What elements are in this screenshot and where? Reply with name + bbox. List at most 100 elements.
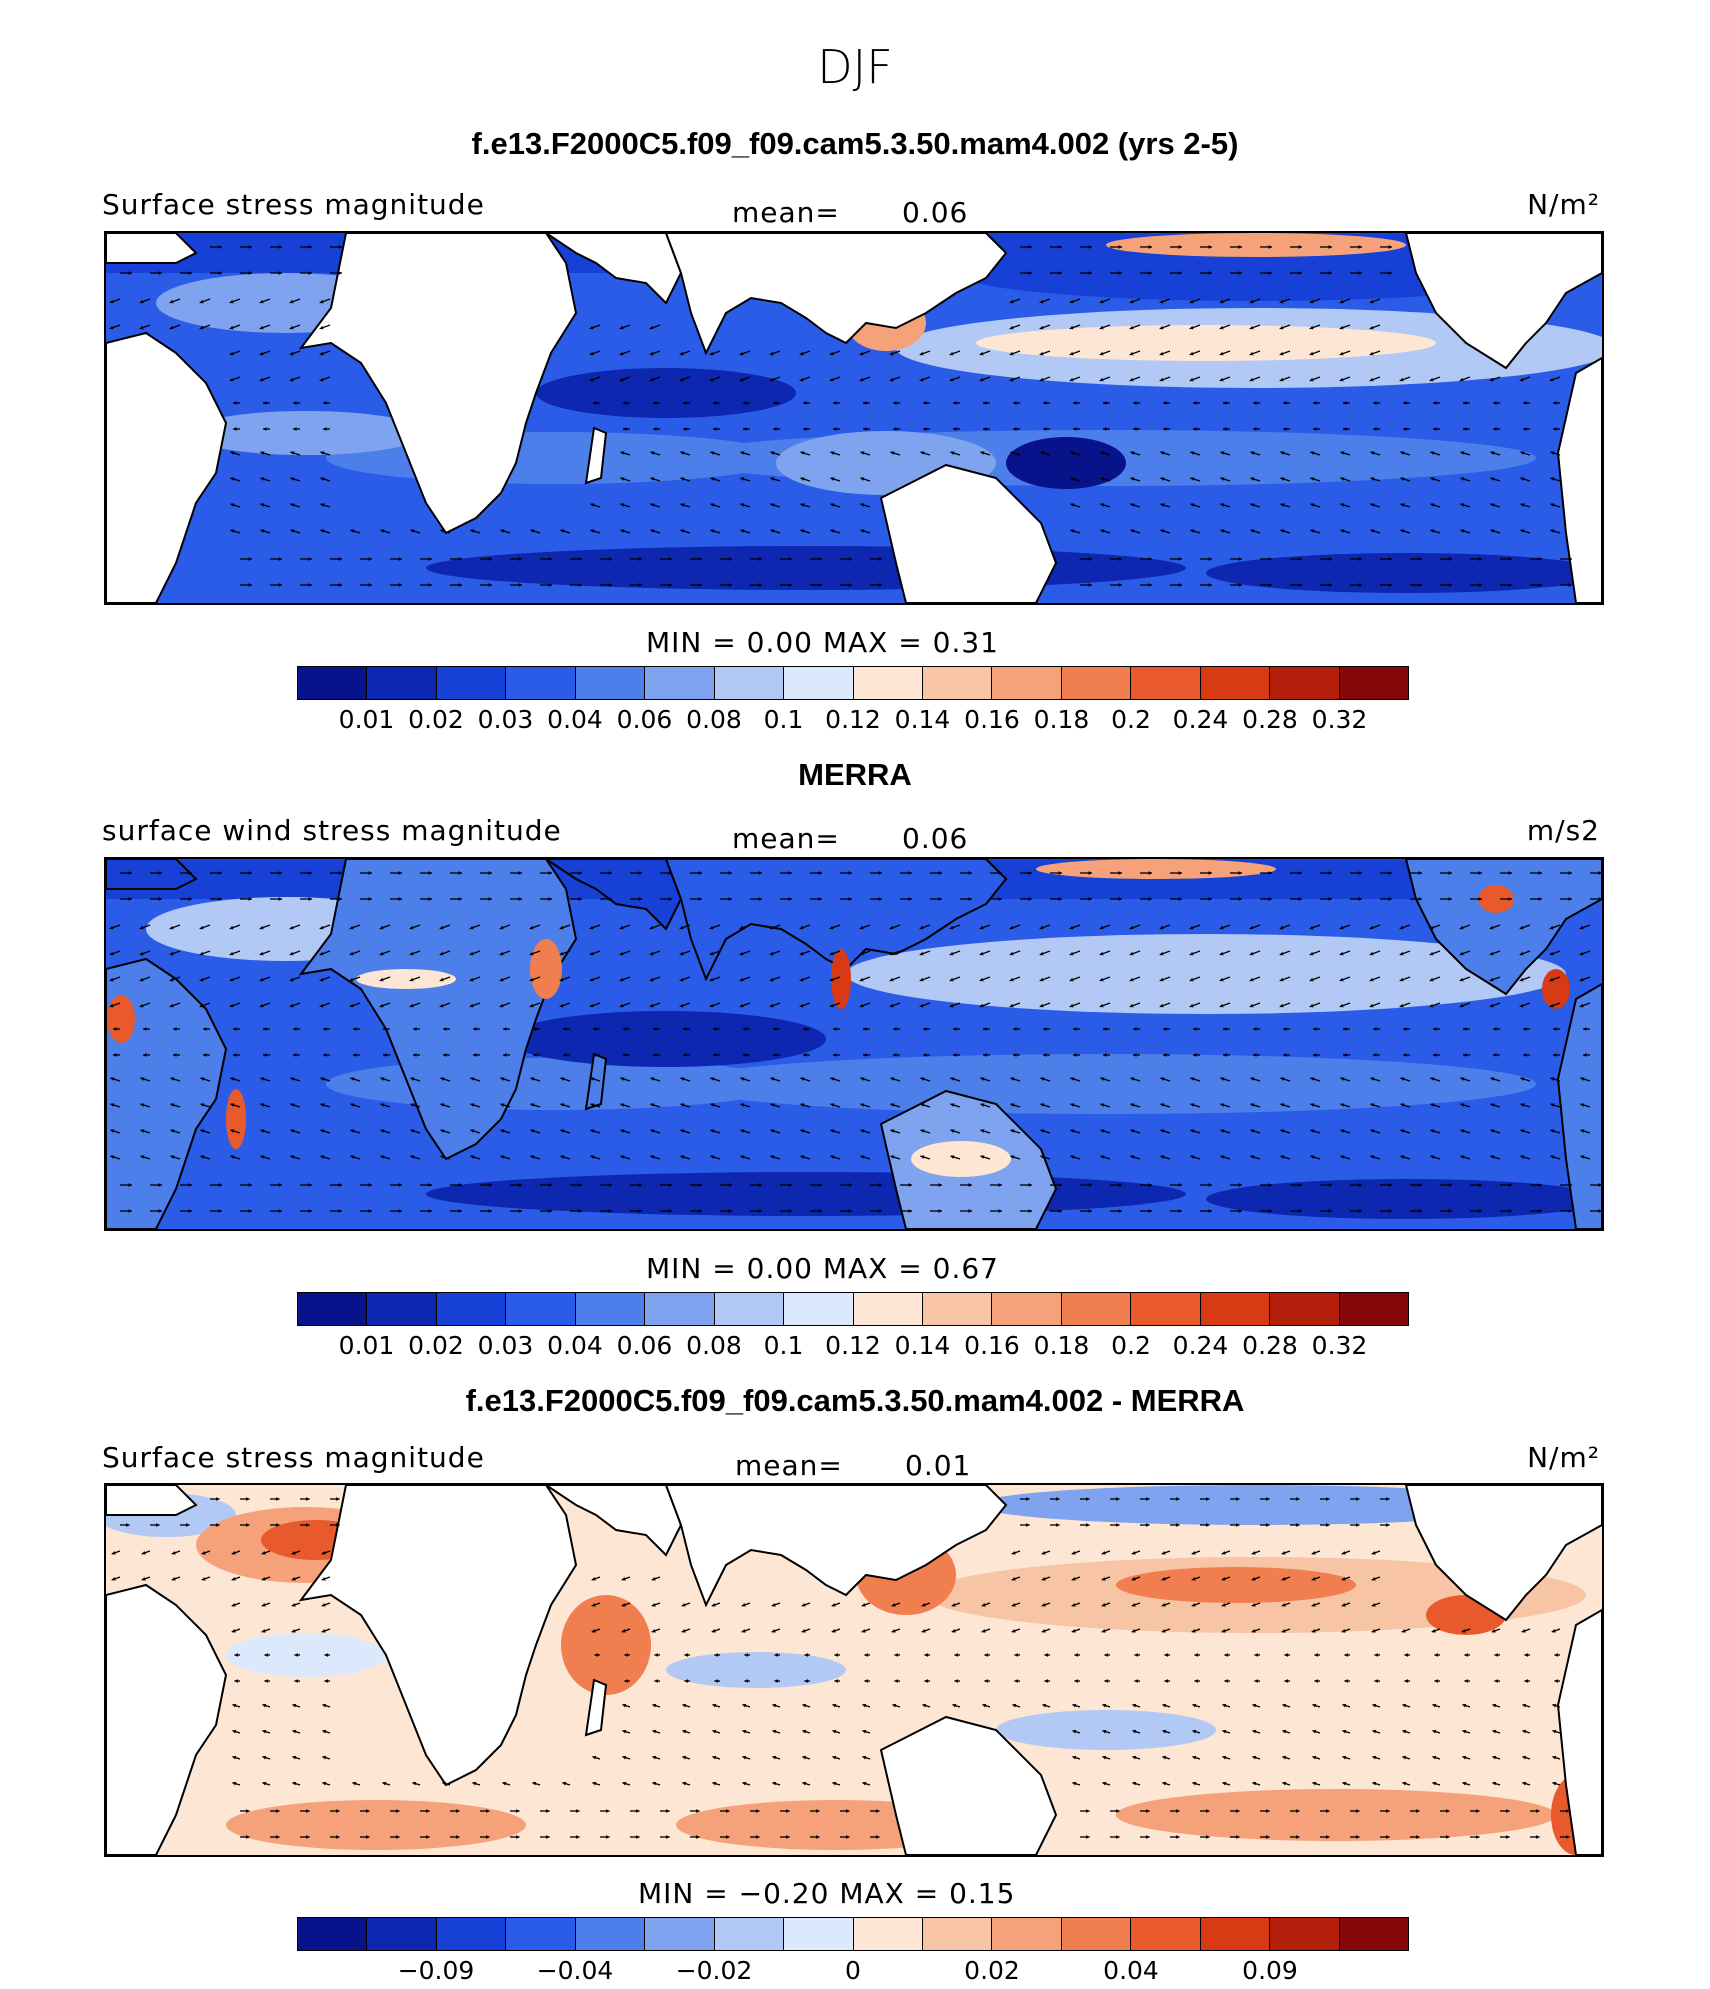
wind-vector-head [500,529,505,533]
wind-vector-head [1372,1781,1377,1786]
wind-vector-head [1418,557,1422,561]
sahel-band [356,969,456,989]
wind-vector-head [1549,977,1554,982]
wind-vector-head [1070,1129,1075,1133]
wind-vector-head [696,1809,700,1813]
wind-vector-head [799,1003,804,1008]
wind-vector-head [412,1781,417,1786]
wind-vector-head [443,1027,447,1031]
panel-2-colorbar-ticks: 0.01 0.02 0.03 0.04 0.06 0.08 0.1 0.12 0.14 0.16 0… [297,1331,1409,1363]
wind-vector-head [1373,1053,1377,1057]
wind-vector-head [770,529,775,533]
wind-vector-head [488,897,492,901]
wind-vector-head [743,401,747,405]
wind-vector-head [546,1835,550,1839]
wind-vector-head [322,1781,327,1786]
wind-vector-head [712,1755,717,1760]
wind-vector-head [1103,401,1107,405]
wind-vector-head [680,477,685,481]
wind-vector-head [982,1703,987,1708]
australia-interior [911,1141,1011,1177]
wind-vector-head [861,1629,866,1633]
wind-vector-head [1102,1755,1107,1760]
wind-vector-head [1388,557,1392,561]
wind-vector-head [1039,377,1044,382]
wind-vector-head [324,1653,328,1657]
wind-vector-head [548,897,552,901]
colorbar-swatch [1131,1918,1201,1950]
wind-vector-head [276,1809,280,1813]
colorbar-tick-label: 0.2 [1111,1331,1151,1360]
wind-vector-head [1250,1103,1255,1107]
wind-vector-head [111,1551,116,1555]
wind-vector-head [229,325,234,330]
wind-vector-head [800,1103,805,1107]
panel-3-map-svg [106,1485,1602,1855]
wind-vector-head [1088,1183,1092,1187]
wind-vector-head [1369,299,1374,304]
wind-vector-head [229,977,234,982]
wind-vector-head [1283,1053,1287,1057]
atlantic-eq-negative [226,1633,386,1677]
wind-vector-head [818,871,822,875]
wind-vector-head [876,1835,880,1839]
wind-vector-head [1238,583,1242,587]
colorbar-tick-label: 0.04 [547,1331,603,1360]
wind-vector-head [876,1809,880,1813]
wind-vector-head [891,1603,896,1607]
wind-vector-head [758,557,762,561]
wind-vector-head [622,1755,627,1760]
wind-vector-head [773,1027,777,1031]
wind-vector-head [1388,1209,1392,1213]
wind-vector-head [1160,477,1165,481]
wind-vector-head [709,351,714,356]
wind-vector-head [818,1183,822,1187]
wind-vector-head [262,1755,267,1760]
wind-vector-head [949,377,954,382]
wind-vector-head [248,1209,252,1213]
wind-vector-head [533,1053,537,1057]
wind-vector-head [848,897,852,901]
wind-vector-head [774,1679,778,1683]
wind-vector-head [1568,1183,1572,1187]
wind-vector-head [998,1209,1002,1213]
wind-vector-head [920,1077,925,1081]
wind-vector-head [349,977,354,982]
wind-vector-head [1132,1781,1137,1786]
wind-vector-head [398,897,402,901]
wind-vector-head [832,1781,837,1786]
wind-vector-head [889,925,894,930]
wind-vector-head [1298,1183,1302,1187]
wind-vector-head [1073,1053,1077,1057]
wind-vector-head [1328,583,1332,587]
wind-vector-head [712,1729,717,1734]
wind-vector-head [1043,1053,1047,1057]
wind-vector-head [503,1027,507,1031]
wind-vector-head [1283,1027,1287,1031]
wind-vector-head [1462,1781,1467,1786]
wind-vector-head [1044,1679,1048,1683]
wind-vector-head [1176,1497,1180,1501]
wind-vector-head [773,427,777,431]
wind-vector-head [816,1835,820,1839]
wind-vector-head [1399,377,1404,382]
wind-vector-head [368,871,372,875]
wind-vector-head [1189,299,1194,304]
wind-vector-head [923,427,927,431]
wind-vector-head [1028,1183,1032,1187]
wind-vector-head [1132,1703,1137,1708]
wind-vector-head [1402,1703,1407,1708]
wind-vector-head [530,1155,535,1159]
wind-vector-head [652,1755,657,1760]
wind-vector-head [366,1835,370,1839]
somali-jet-positive [561,1595,651,1695]
wind-vector-head [488,1209,492,1213]
wind-vector-head [1520,503,1525,507]
wind-vector-head [1220,1077,1225,1081]
wind-vector-head [1236,1523,1240,1527]
wind-vector-head [294,1653,298,1657]
wind-vector-head [818,583,822,587]
wind-vector-head [1160,1155,1165,1159]
wind-vector-head [608,871,612,875]
wind-vector-head [458,1209,462,1213]
